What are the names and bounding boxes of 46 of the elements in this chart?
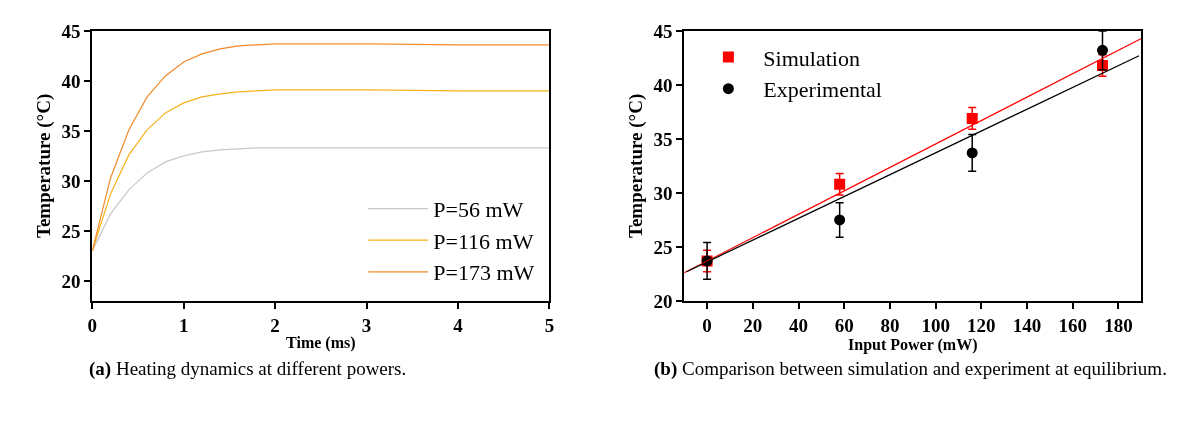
y-tick-label: 45: [61, 20, 81, 42]
line-series: [92, 147, 550, 252]
legend-label: P=56 mW: [433, 197, 524, 223]
x-tick-label: 60: [834, 314, 854, 336]
y-tick-label: 20: [61, 270, 81, 292]
line-series: [92, 43, 550, 252]
point: [1096, 44, 1108, 56]
x-tick-label: 140: [1012, 314, 1042, 336]
x-tick-label: 160: [1058, 314, 1088, 336]
x-tick-label: 40: [789, 314, 809, 336]
y-tick-label: 25: [653, 236, 673, 258]
x-tick-label: 20: [743, 314, 763, 336]
y-axis-title: Temperature (°C): [32, 93, 55, 239]
x-tick-label: 5: [544, 314, 555, 336]
x-tick-label: 0: [702, 314, 712, 336]
y-tick-label: 25: [61, 220, 81, 242]
x-tick-label: 2: [270, 314, 280, 336]
text: (b) Comparison between simulation and experiment at equilibrium.: [654, 358, 1167, 380]
point: [834, 178, 846, 190]
x-tick-label: 180: [1104, 314, 1133, 336]
x-tick-label: 120: [967, 314, 996, 336]
point: [966, 112, 978, 124]
point: [966, 147, 978, 159]
y-axis-title: Temperature (°C): [624, 93, 647, 239]
y-tick-label: 30: [61, 170, 81, 192]
x-tick-label: 0: [87, 314, 98, 336]
x-tick-label: 100: [921, 314, 950, 336]
y-tick-label: 40: [653, 74, 673, 96]
y-tick-label: 35: [653, 128, 673, 150]
legend-label: Simulation: [763, 45, 860, 71]
y-tick-label: 35: [61, 120, 81, 142]
legend-label: P=173 mW: [433, 260, 535, 286]
x-axis-title: Input Power (mW): [848, 335, 978, 354]
legend-label: Experimental: [763, 77, 882, 103]
point: [834, 214, 846, 226]
y-tick-label: 30: [653, 182, 673, 204]
x-axis-title: Time (ms): [286, 333, 356, 352]
y-tick-label: 40: [61, 70, 81, 92]
x-tick-label: 80: [880, 314, 900, 336]
x-tick-label: 3: [361, 314, 372, 336]
x-tick-label: 1: [178, 314, 189, 336]
x-tick-label: 4: [453, 314, 464, 336]
y-tick-label: 20: [653, 290, 673, 312]
y-tick-label: 45: [653, 20, 673, 42]
legend-label: P=116 mW: [433, 228, 534, 254]
text: (a) Heating dynamics at different powers.: [89, 358, 407, 380]
